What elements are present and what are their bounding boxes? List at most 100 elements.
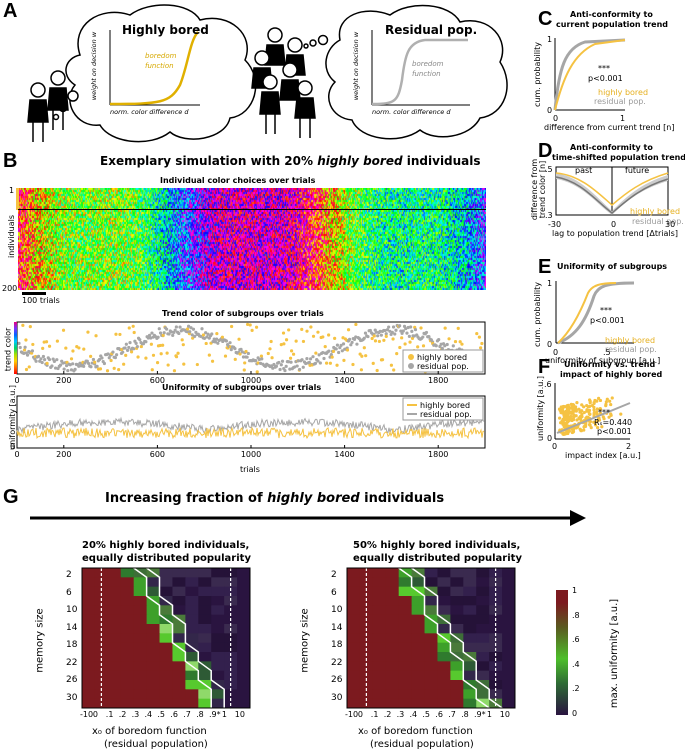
heatmap-cell [237,624,251,634]
panel-f-point [597,396,601,400]
trend-point-residual [125,348,130,352]
trend-point-residual [216,341,220,345]
panel-f-point [588,404,592,408]
trend-point-highly-bored [136,355,140,359]
trend-point-residual [54,366,58,370]
heatmap-cell [463,605,477,616]
trend-point-residual [38,359,42,363]
heatmap-cell [120,680,135,690]
panel-d-xlabel: lag to population trend [Δtrials] [552,229,678,238]
heatmap-cell [372,568,387,578]
panel-f-point [595,407,599,411]
heatmap-cell [133,670,148,681]
trend-point-residual [313,361,318,365]
trend-point-highly-bored [282,342,286,346]
heatmap-cell [159,661,173,672]
trend-point-residual [190,333,194,337]
trend-point-residual [150,331,154,335]
heatmap-cell [476,605,490,616]
trend-point-highly-bored [181,343,185,347]
trend-point-highly-bored [242,368,246,372]
heatmap-cell [424,670,438,681]
heatmap-cell [437,586,451,597]
trend-point-highly-bored [309,325,313,329]
heatmap-cell [347,624,361,634]
heatmap-xtick: .8 [196,710,204,719]
trend-point-residual [374,330,379,334]
heatmap-cell [463,689,477,700]
heatmap-cell [489,577,503,588]
panel-f-point [561,419,565,424]
trend-point-residual [146,336,150,340]
trend-point-highly-bored [69,357,74,361]
trend-point-residual [106,352,110,356]
heatmap-cell [224,642,238,653]
trend-point-highly-bored [223,354,228,358]
heatmap-cell [359,661,374,672]
heatmap-cell [211,689,225,700]
trend-point-residual [206,332,210,336]
heatmap-left-title-2: equally distributed popularity [82,553,251,564]
heatmap-cell [146,577,161,588]
trend-point-residual [17,341,21,345]
heatmap-cell [411,661,426,672]
heatmap-cell [411,642,426,653]
heatmap-cell [211,661,225,672]
trend-point-residual [390,330,394,334]
heatmap-cell [172,661,186,672]
heatmap-ytick: 30 [66,692,78,703]
trend-point-highly-bored [24,367,29,372]
heatmap-cell [107,661,122,672]
heatmap-cell [172,586,186,597]
panel-e-legend-1: highly bored [605,336,656,345]
trend-point-highly-bored [362,346,366,350]
trend-point-residual [254,359,258,363]
heatmap-right [346,567,516,709]
panel-f-point [592,420,596,424]
heatmap-cell [424,577,438,588]
heatmap-cell [450,689,464,700]
heatmap-cell [398,642,413,653]
panel-b-title: Exemplary simulation with 20% highly bor… [100,154,481,168]
heatmap-cell [159,624,173,634]
trend-point-highly-bored [44,340,49,344]
heatmap-cell [411,605,426,616]
trend-point-residual [279,363,283,367]
trend-point-highly-bored [421,344,426,348]
trend-point-highly-bored [182,362,186,366]
trend-point-residual [115,353,119,357]
heatmap-cell [463,624,477,634]
trend-point-residual [424,330,429,335]
heatmap-cell [398,670,413,681]
trend-point-highly-bored [161,343,165,347]
heatmap-cell [347,680,361,690]
trend-point-residual [189,326,193,330]
trend-point-highly-bored [354,322,358,327]
trend-point-residual [440,346,444,350]
heatmap-cell [146,652,161,662]
trend-point-residual [165,327,169,331]
heatmap-cell [211,652,225,662]
trend-point-highly-bored [389,363,394,367]
panel-f-point [605,397,609,401]
trend-point-highly-bored [316,330,320,334]
heatmap-xtick: 1 [486,710,492,719]
heatmap-cell [463,577,477,588]
trend-point-highly-bored [259,354,264,358]
heatmap-xtick: .6 [435,710,443,719]
bubble-left-ylabel: weight on decision w [90,31,99,101]
heatmap-cell [437,652,451,662]
trend-point-residual [322,356,326,361]
trend-point-highly-bored [22,348,27,352]
panel-f-point [563,432,567,436]
trend-point-residual [22,351,26,355]
trend-point-residual [111,350,115,354]
panel-e-ytick-1: 1 [547,279,553,288]
heatmap-cell [359,642,374,653]
trend-point-residual [352,337,357,342]
panel-d-curve-residual [555,176,669,214]
heatmap-cell [372,680,387,690]
trend-point-residual [409,325,413,329]
heatmap-cell [450,614,464,625]
